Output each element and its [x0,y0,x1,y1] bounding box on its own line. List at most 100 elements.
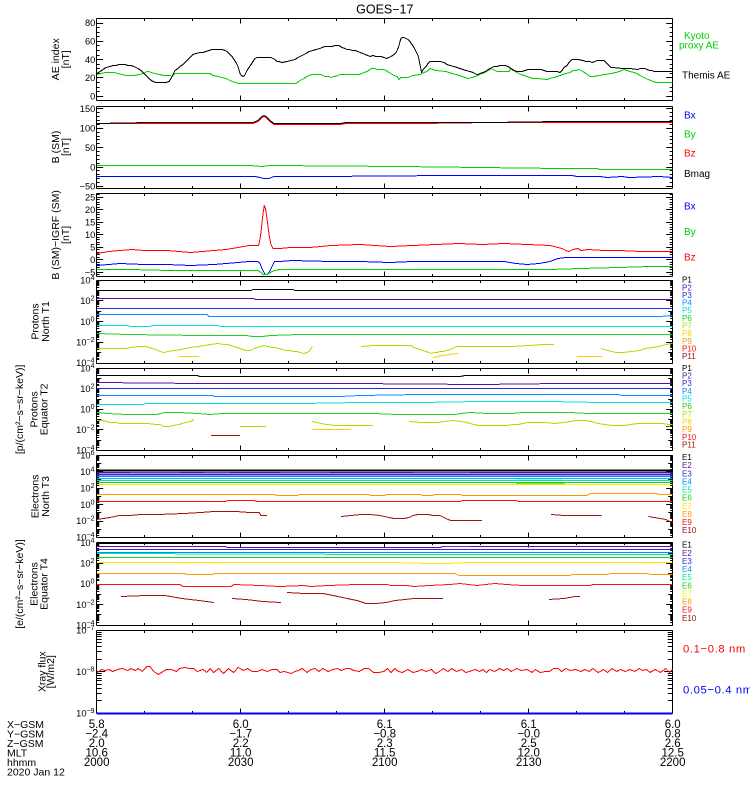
svg-text:2.0: 2.0 [89,738,105,750]
svg-text:104: 104 [80,275,94,286]
svg-text:E3: E3 [682,469,692,478]
svg-text:60: 60 [85,37,95,47]
svg-text:2.2: 2.2 [233,738,249,750]
svg-text:20: 20 [85,205,95,215]
svg-text:−5: −5 [85,267,96,277]
svg-text:E4: E4 [682,565,692,574]
svg-text:E7: E7 [682,589,692,598]
svg-text:80: 80 [85,18,95,28]
svg-text:12.5: 12.5 [662,748,684,760]
svg-text:P7: P7 [682,322,692,331]
svg-text:100: 100 [80,124,96,134]
svg-text:E8: E8 [682,510,692,519]
svg-text:0: 0 [90,255,95,265]
svg-text:P1: P1 [682,276,692,285]
svg-text:North T1: North T1 [40,301,52,342]
svg-text:P2: P2 [682,372,692,381]
svg-text:6.0: 6.0 [665,719,681,731]
svg-text:2200: 2200 [660,757,686,769]
svg-text:10−9: 10−9 [76,708,94,719]
svg-text:P8: P8 [682,418,692,427]
svg-text:100: 100 [80,404,94,415]
svg-text:20: 20 [85,73,95,83]
svg-text:2.3: 2.3 [377,738,393,750]
svg-text:Electrons: Electrons [30,475,42,519]
svg-text:−2.4: −2.4 [85,729,108,741]
svg-text:50: 50 [85,143,95,153]
svg-text:0.1−0.8 nm: 0.1−0.8 nm [683,643,746,655]
svg-text:hhmm: hhmm [7,757,36,769]
svg-text:MLT: MLT [7,748,28,760]
svg-text:E1: E1 [682,453,692,462]
svg-text:X−GSM: X−GSM [7,719,44,731]
svg-text:Equator T4: Equator T4 [39,558,51,610]
svg-text:P3: P3 [682,379,692,388]
svg-text:P5: P5 [682,395,692,404]
svg-text:10−4: 10−4 [76,620,94,631]
svg-text:B (SM)−IGRF (SM): B (SM)−IGRF (SM) [50,190,62,280]
svg-text:100: 100 [80,579,94,590]
svg-text:E10: E10 [682,526,697,535]
svg-text:E9: E9 [682,518,692,527]
svg-text:North T3: North T3 [40,476,52,517]
svg-text:GOES−17: GOES−17 [356,3,413,17]
svg-text:E5: E5 [682,486,692,495]
svg-text:10−2: 10−2 [76,599,94,610]
svg-text:[nT]: [nT] [60,138,72,156]
svg-text:P9: P9 [682,337,692,346]
svg-text:E8: E8 [682,598,692,607]
svg-text:11.0: 11.0 [230,748,252,760]
svg-text:0.8: 0.8 [665,729,681,741]
svg-text:P4: P4 [682,387,692,396]
svg-text:By: By [684,129,696,140]
svg-text:Protons: Protons [29,391,41,427]
svg-text:6.1: 6.1 [521,719,537,731]
svg-text:Protons: Protons [30,303,42,339]
svg-text:102: 102 [80,384,94,395]
svg-text:E9: E9 [682,606,692,615]
svg-text:P9: P9 [682,425,692,434]
svg-text:0.05−0.4 nm: 0.05−0.4 nm [683,685,750,697]
svg-text:−0.8: −0.8 [373,729,396,741]
svg-text:AE index: AE index [50,38,62,81]
svg-text:2.6: 2.6 [665,738,681,750]
svg-text:E10: E10 [682,614,697,623]
svg-text:E2: E2 [682,461,692,470]
svg-text:100: 100 [80,316,94,327]
svg-text:15: 15 [85,217,95,227]
svg-text:104: 104 [80,538,94,549]
svg-text:[W/m2]: [W/m2] [45,655,57,688]
svg-text:Bx: Bx [684,110,696,121]
svg-text:−0.0: −0.0 [517,729,540,741]
svg-text:−50: −50 [80,182,96,192]
svg-text:[e/(cm²−s−sr−keV)]: [e/(cm²−s−sr−keV)] [14,539,26,629]
svg-text:P4: P4 [682,299,692,308]
svg-text:150: 150 [80,104,96,114]
svg-text:P10: P10 [682,433,697,442]
svg-text:10−2: 10−2 [76,425,94,436]
svg-text:102: 102 [80,483,94,494]
svg-text:2030: 2030 [228,757,254,769]
svg-text:12.0: 12.0 [518,748,540,760]
svg-text:5: 5 [90,242,95,252]
svg-text:10−8: 10−8 [76,666,94,677]
svg-text:Themis AE: Themis AE [682,71,731,82]
svg-text:E3: E3 [682,557,692,566]
svg-text:E1: E1 [682,541,692,550]
svg-text:−1.7: −1.7 [229,729,252,741]
svg-text:10.6: 10.6 [86,748,108,760]
svg-text:2100: 2100 [372,757,398,769]
svg-text:Y−GSM: Y−GSM [7,729,44,741]
svg-text:P5: P5 [682,306,692,315]
svg-text:E6: E6 [682,494,692,503]
svg-text:P8: P8 [682,329,692,338]
svg-text:By: By [684,227,696,238]
svg-text:100: 100 [80,499,94,510]
svg-text:E5: E5 [682,573,692,582]
svg-text:Xray flux: Xray flux [37,651,49,693]
svg-text:E4: E4 [682,478,692,487]
svg-text:Equator T2: Equator T2 [39,383,51,435]
svg-text:Bz: Bz [684,252,696,263]
svg-text:106: 106 [80,450,94,461]
svg-text:E7: E7 [682,502,692,511]
